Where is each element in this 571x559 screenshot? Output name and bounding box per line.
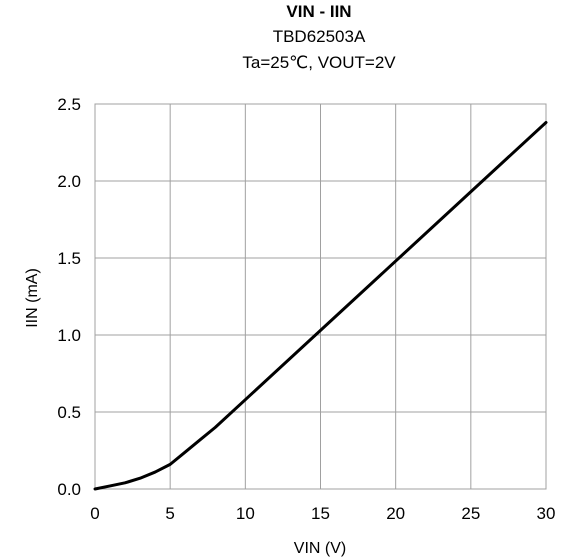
y-axis-label: IIN (mA) <box>24 268 41 328</box>
series-line <box>93 120 548 491</box>
chart-title: VIN - IIN <box>286 2 351 21</box>
x-tick-label: 10 <box>236 504 255 523</box>
y-tick-label: 1.5 <box>57 249 81 268</box>
x-axis-label: VIN (V) <box>294 540 346 557</box>
chart-subtitle-line-2: Ta=25℃, VOUT=2V <box>242 53 396 72</box>
y-tick-label: 2.5 <box>57 95 81 114</box>
x-tick-label: 0 <box>90 504 99 523</box>
x-tick-label: 25 <box>461 504 480 523</box>
y-tick-label: 0.5 <box>57 403 81 422</box>
x-tick-label: 5 <box>165 504 174 523</box>
grid-lines <box>94 103 547 490</box>
tick-labels: 0 5 10 15 20 25 30 0.0 0.5 1.0 1.5 2.0 2.5 <box>57 95 555 523</box>
x-tick-label: 30 <box>537 504 556 523</box>
plot-area-frame <box>94 103 547 490</box>
y-tick-label: 1.0 <box>57 326 81 345</box>
chart-subtitle-line-1: TBD62503A <box>273 27 366 46</box>
y-tick-label: 2.0 <box>57 172 81 191</box>
x-tick-label: 15 <box>311 504 330 523</box>
x-tick-label: 20 <box>386 504 405 523</box>
y-tick-label: 0.0 <box>57 480 81 499</box>
